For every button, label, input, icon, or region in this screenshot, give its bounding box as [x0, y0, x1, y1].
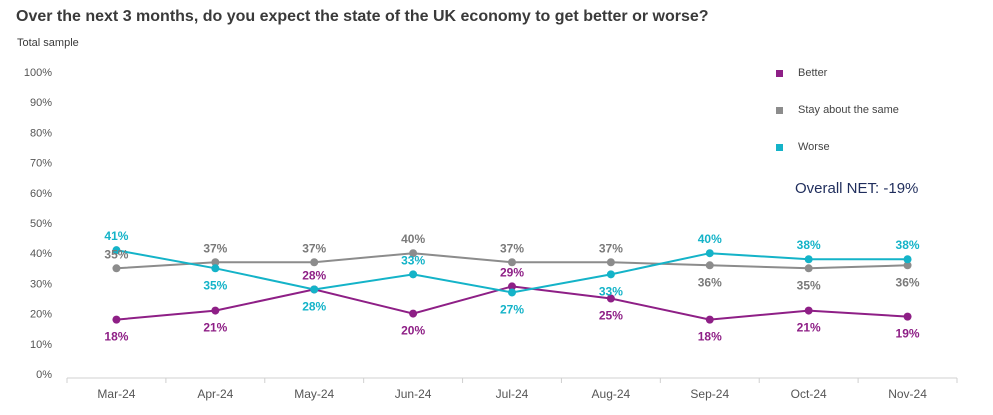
- x-tick-label: Aug-24: [592, 387, 631, 401]
- data-label-stay-about-the-same: 36%: [698, 275, 722, 289]
- data-point-better: [409, 309, 418, 318]
- data-point-better: [112, 315, 121, 324]
- y-tick-label: 30%: [30, 278, 52, 290]
- data-label-better: 28%: [302, 268, 326, 282]
- y-tick-label: 10%: [30, 339, 52, 351]
- data-label-worse: 28%: [302, 299, 326, 313]
- data-label-worse: 35%: [203, 278, 227, 292]
- data-label-better: 21%: [797, 321, 821, 335]
- x-tick-label: Sep-24: [690, 387, 729, 401]
- y-tick-label: 60%: [30, 188, 52, 200]
- data-label-worse: 27%: [500, 302, 524, 316]
- data-point-stay-about-the-same: [409, 249, 418, 258]
- y-tick-label: 90%: [30, 97, 52, 109]
- data-label-stay-about-the-same: 37%: [203, 241, 227, 255]
- data-point-worse: [705, 249, 714, 258]
- data-point-better: [705, 315, 714, 324]
- data-label-better: 21%: [203, 321, 227, 335]
- x-tick-label: Nov-24: [888, 387, 927, 401]
- data-label-worse: 40%: [698, 232, 722, 246]
- data-label-worse: 33%: [599, 284, 623, 298]
- data-label-stay-about-the-same: 35%: [797, 278, 821, 292]
- data-point-stay-about-the-same: [112, 264, 121, 273]
- x-tick-label: Apr-24: [197, 387, 233, 401]
- data-label-worse: 38%: [797, 238, 821, 252]
- data-point-worse: [112, 246, 121, 255]
- data-point-better: [211, 306, 220, 315]
- y-tick-label: 80%: [30, 127, 52, 139]
- data-label-stay-about-the-same: 37%: [599, 241, 623, 255]
- x-tick-label: Mar-24: [97, 387, 135, 401]
- data-point-worse: [211, 264, 220, 273]
- data-label-better: 20%: [401, 324, 425, 338]
- y-tick-label: 20%: [30, 309, 52, 321]
- data-label-better: 18%: [104, 330, 128, 344]
- data-label-better: 19%: [896, 327, 920, 341]
- data-label-stay-about-the-same: 37%: [302, 241, 326, 255]
- data-point-worse: [409, 270, 418, 279]
- y-tick-label: 40%: [30, 248, 52, 260]
- data-label-stay-about-the-same: 37%: [500, 241, 524, 255]
- data-point-better: [606, 294, 615, 303]
- legend-label: Stay about the same: [798, 104, 899, 116]
- data-point-stay-about-the-same: [903, 261, 912, 270]
- data-point-stay-about-the-same: [705, 261, 714, 270]
- legend-label: Better: [798, 67, 828, 79]
- legend-swatch: [776, 69, 783, 77]
- data-label-stay-about-the-same: 35%: [104, 247, 128, 261]
- y-tick-label: 50%: [30, 218, 52, 230]
- legend-item-worse: Worse: [776, 141, 830, 153]
- data-label-worse: 38%: [896, 238, 920, 252]
- y-tick-label: 70%: [30, 158, 52, 170]
- y-tick-label: 100%: [24, 67, 52, 79]
- legend-item-stay-about-the-same: Stay about the same: [776, 104, 899, 116]
- data-point-stay-about-the-same: [310, 258, 319, 267]
- data-point-worse: [804, 255, 813, 264]
- chart-subtitle: Total sample: [17, 37, 79, 49]
- data-label-better: 25%: [599, 309, 623, 323]
- chart-title: Over the next 3 months, do you expect th…: [16, 8, 709, 25]
- data-point-better: [903, 312, 912, 321]
- data-label-stay-about-the-same: 36%: [896, 275, 920, 289]
- data-point-stay-about-the-same: [606, 258, 615, 267]
- legend-item-better: Better: [776, 67, 827, 79]
- data-label-better: 29%: [500, 265, 524, 279]
- x-tick-label: Jun-24: [395, 387, 432, 401]
- data-point-better: [508, 282, 516, 291]
- data-point-stay-about-the-same: [211, 258, 220, 267]
- legend-swatch: [776, 143, 783, 151]
- data-point-worse: [903, 255, 912, 264]
- legend-label: Worse: [798, 141, 830, 153]
- data-label-worse: 41%: [104, 229, 128, 243]
- data-point-worse: [508, 288, 516, 297]
- data-point-better: [804, 306, 813, 315]
- data-label-stay-about-the-same: 40%: [401, 232, 425, 246]
- x-tick-label: Oct-24: [791, 387, 827, 401]
- legend-swatch: [776, 106, 783, 114]
- y-tick-label: 0%: [36, 369, 52, 381]
- data-point-stay-about-the-same: [508, 258, 516, 267]
- data-point-stay-about-the-same: [804, 264, 813, 273]
- data-label-worse: 33%: [401, 253, 425, 267]
- data-point-worse: [310, 285, 319, 294]
- x-tick-label: May-24: [294, 387, 334, 401]
- data-label-better: 18%: [698, 330, 722, 344]
- data-point-worse: [606, 270, 615, 279]
- x-tick-label: Jul-24: [496, 387, 529, 401]
- overall-net-label: Overall NET: -19%: [795, 180, 919, 197]
